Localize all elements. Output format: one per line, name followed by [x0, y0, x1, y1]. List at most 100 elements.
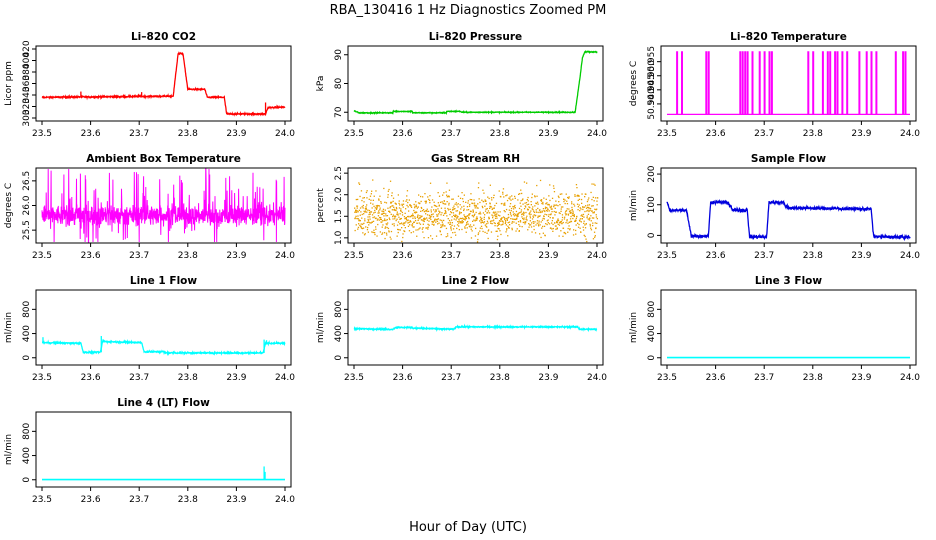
data-point	[451, 222, 453, 224]
data-point	[506, 229, 508, 231]
data-point	[579, 220, 581, 222]
data-point	[401, 240, 403, 243]
data-point	[378, 212, 380, 214]
data-point	[463, 194, 465, 196]
x-tick-label: 23.5	[657, 373, 677, 383]
data-point	[533, 222, 535, 224]
x-tick-label: 24.0	[587, 251, 607, 261]
y-tick-label: 340	[22, 86, 32, 103]
data-point	[539, 209, 541, 211]
data-point	[362, 197, 364, 199]
data-point	[486, 212, 488, 214]
data-point	[518, 230, 520, 232]
data-point	[355, 215, 357, 217]
data-point	[540, 199, 543, 201]
data-point	[510, 199, 512, 201]
data-point	[497, 222, 499, 224]
data-point	[547, 215, 550, 217]
data-point	[484, 210, 487, 212]
data-point	[487, 196, 489, 198]
x-tick-label: 24.0	[275, 495, 295, 505]
data-point	[472, 220, 474, 222]
data-point	[408, 216, 410, 218]
data-point	[472, 210, 474, 212]
data-point	[549, 184, 551, 186]
data-point	[412, 213, 414, 215]
data-point	[592, 222, 594, 224]
data-point	[536, 222, 538, 224]
data-point	[388, 210, 391, 212]
data-point	[586, 206, 589, 208]
data-point	[416, 222, 418, 224]
data-point	[519, 193, 521, 195]
data-point	[364, 208, 367, 210]
data-point	[464, 216, 466, 218]
data-point	[481, 217, 483, 219]
data-point	[429, 202, 431, 204]
data-point	[469, 224, 472, 226]
data-point	[463, 218, 466, 220]
data-point	[581, 214, 583, 216]
data-point	[552, 217, 554, 219]
plot-frame	[660, 45, 917, 122]
data-point	[446, 233, 449, 235]
data-point	[515, 210, 518, 213]
y-tick-label: 26.5	[22, 171, 32, 191]
data-point	[526, 219, 528, 221]
data-point	[529, 220, 531, 222]
data-point	[473, 219, 475, 221]
data-point	[549, 206, 551, 208]
data-point	[492, 197, 495, 199]
y-tick-label: 50.950	[647, 60, 657, 92]
data-point	[443, 200, 445, 202]
data-point	[558, 196, 560, 199]
data-point	[550, 207, 552, 209]
data-point	[499, 215, 501, 217]
data-point	[518, 224, 520, 226]
data-point	[570, 215, 572, 218]
data-point	[354, 207, 356, 209]
data-point	[477, 233, 479, 236]
data-point	[417, 206, 419, 208]
data-point	[457, 221, 459, 223]
data-point	[364, 211, 366, 213]
data-point	[525, 221, 527, 223]
data-point	[535, 209, 537, 211]
data-point	[471, 199, 473, 201]
data-point	[450, 226, 452, 228]
data-point	[407, 219, 409, 221]
x-tick-label: 23.9	[226, 251, 246, 261]
data-point	[493, 207, 495, 209]
data-point	[575, 184, 578, 186]
data-point	[561, 214, 564, 216]
data-point	[545, 198, 547, 200]
data-point	[504, 218, 506, 220]
data-point	[373, 212, 375, 214]
data-point	[550, 227, 552, 229]
data-point	[591, 210, 593, 212]
data-point	[429, 195, 431, 197]
panel-title: Line 3 Flow	[755, 275, 822, 287]
data-point	[531, 193, 533, 195]
data-point	[408, 221, 410, 224]
data-point	[489, 184, 491, 186]
data-point	[408, 230, 411, 232]
data-point	[491, 199, 493, 201]
data-point	[384, 218, 386, 220]
data-point	[495, 213, 497, 215]
data-point	[441, 221, 443, 223]
data-point	[567, 222, 569, 224]
x-tick-label: 23.9	[226, 373, 246, 383]
data-point	[548, 213, 550, 216]
data-point	[378, 199, 380, 201]
series-line	[667, 51, 910, 115]
data-point	[473, 199, 475, 201]
data-point	[546, 202, 548, 204]
data-point	[401, 204, 403, 207]
data-point	[539, 233, 541, 235]
data-point	[562, 227, 565, 229]
data-point	[376, 206, 378, 208]
x-tick-label: 23.7	[754, 251, 774, 261]
data-point	[595, 214, 597, 216]
data-point	[499, 230, 501, 232]
